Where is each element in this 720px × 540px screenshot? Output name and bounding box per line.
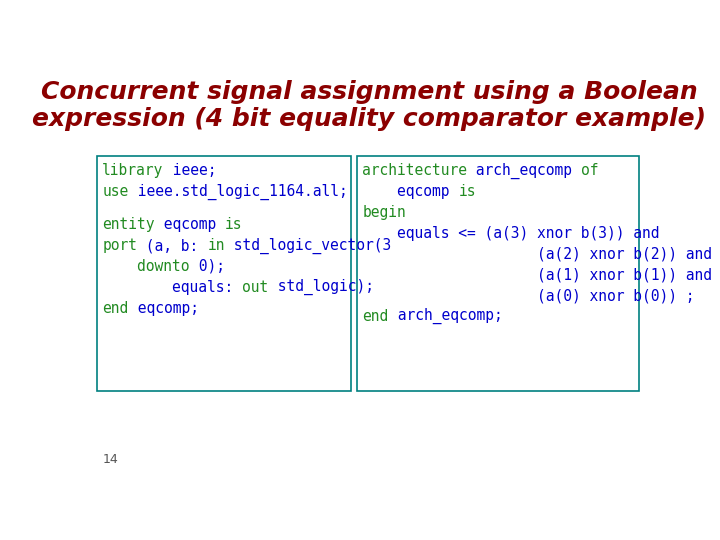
Text: end: end bbox=[102, 301, 129, 315]
Text: library: library bbox=[102, 163, 163, 178]
Text: ieee.std_logic_1164.all;: ieee.std_logic_1164.all; bbox=[129, 184, 347, 200]
Text: eqcomp;: eqcomp; bbox=[129, 301, 199, 315]
Text: expression (4 bit equality comparator example): expression (4 bit equality comparator ex… bbox=[32, 107, 706, 131]
Text: 0);: 0); bbox=[190, 259, 225, 274]
Text: in: in bbox=[207, 238, 225, 253]
Text: (a(2) xnor b(2)) and: (a(2) xnor b(2)) and bbox=[362, 246, 712, 261]
Text: equals <= (a(3) xnor b(3)) and: equals <= (a(3) xnor b(3)) and bbox=[362, 226, 660, 241]
Text: entity: entity bbox=[102, 218, 155, 232]
Text: equals:: equals: bbox=[102, 280, 242, 295]
Text: arch_eqcomp;: arch_eqcomp; bbox=[389, 308, 503, 325]
Text: (a, b:: (a, b: bbox=[138, 238, 207, 253]
Text: Concurrent signal assignment using a Boolean: Concurrent signal assignment using a Boo… bbox=[41, 80, 697, 104]
Text: is: is bbox=[459, 184, 476, 199]
FancyBboxPatch shape bbox=[356, 156, 639, 391]
Text: 14: 14 bbox=[102, 453, 118, 467]
Text: is: is bbox=[225, 218, 242, 232]
Text: begin: begin bbox=[362, 205, 406, 220]
Text: out: out bbox=[242, 280, 269, 295]
Text: downto: downto bbox=[102, 259, 190, 274]
Text: (a(0) xnor b(0)) ;: (a(0) xnor b(0)) ; bbox=[362, 288, 695, 303]
Text: std_logic);: std_logic); bbox=[269, 279, 374, 295]
Text: arch_eqcomp: arch_eqcomp bbox=[467, 163, 581, 179]
Text: use: use bbox=[102, 184, 129, 199]
Text: port: port bbox=[102, 238, 138, 253]
FancyBboxPatch shape bbox=[96, 156, 351, 391]
Text: std_logic_vector(3: std_logic_vector(3 bbox=[225, 238, 391, 254]
Text: of: of bbox=[581, 163, 598, 178]
Text: eqcomp: eqcomp bbox=[155, 218, 225, 232]
Text: end: end bbox=[362, 309, 389, 324]
Text: ieee;: ieee; bbox=[163, 163, 216, 178]
Text: eqcomp: eqcomp bbox=[362, 184, 459, 199]
Text: (a(1) xnor b(1)) and: (a(1) xnor b(1)) and bbox=[362, 267, 712, 282]
Text: architecture: architecture bbox=[362, 163, 467, 178]
